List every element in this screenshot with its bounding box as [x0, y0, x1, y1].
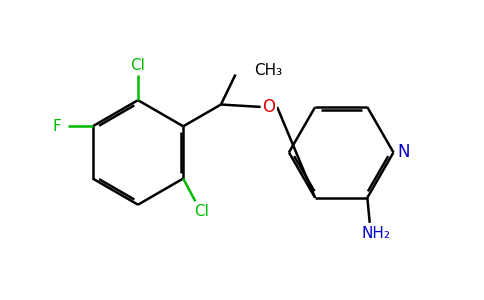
Text: N: N: [398, 143, 410, 161]
Text: F: F: [52, 119, 61, 134]
Text: Cl: Cl: [194, 204, 209, 219]
Text: O: O: [262, 98, 275, 116]
Text: NH₂: NH₂: [362, 226, 391, 242]
Text: Cl: Cl: [131, 58, 145, 73]
Text: CH₃: CH₃: [254, 63, 282, 78]
